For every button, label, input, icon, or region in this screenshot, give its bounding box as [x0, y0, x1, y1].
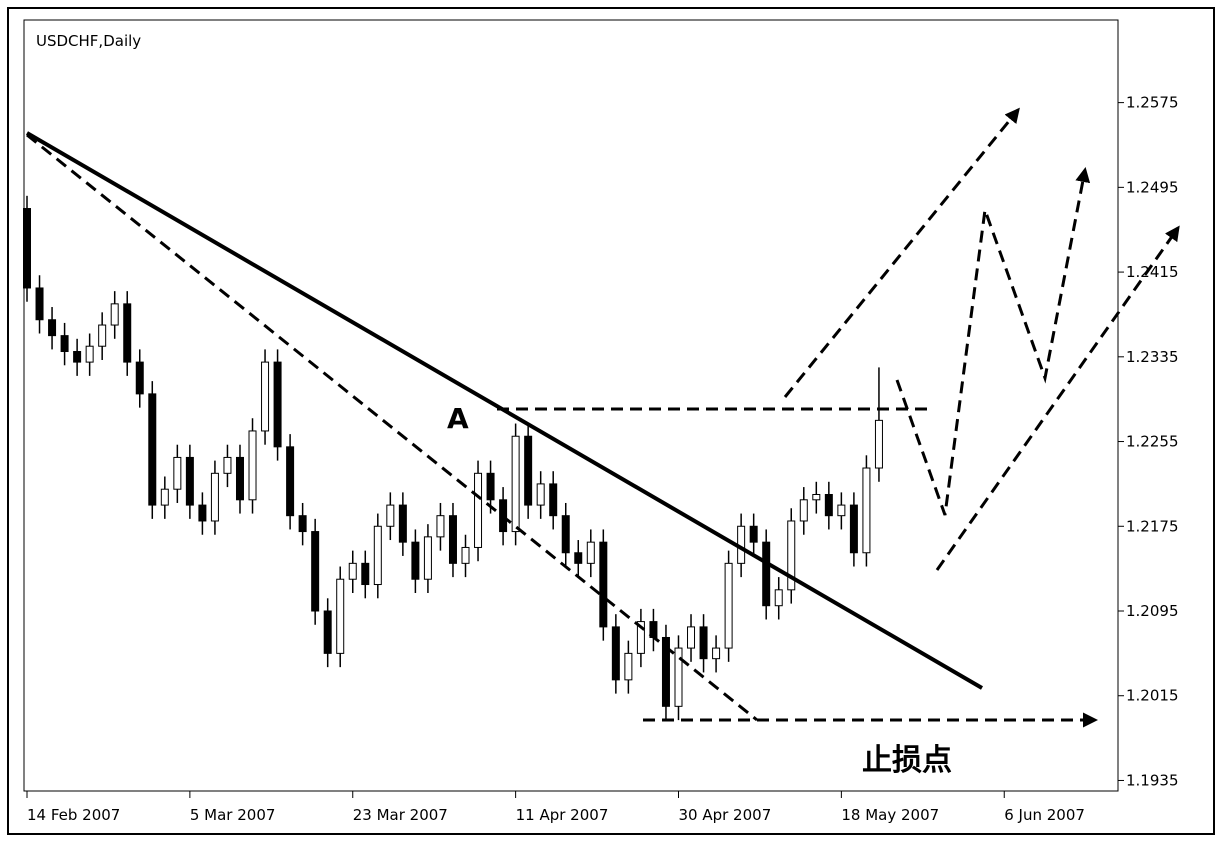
x-tick-label: 23 Mar 2007 — [353, 806, 448, 824]
trend-line-dashed — [26, 133, 758, 722]
candle-body — [574, 552, 583, 564]
candle-body — [874, 419, 883, 469]
candle-body — [286, 446, 295, 517]
candle-body — [398, 504, 407, 543]
chart-title: USDCHF,Daily — [36, 32, 141, 50]
candle-body — [273, 361, 282, 448]
candle-body — [298, 515, 307, 533]
candle-body — [611, 626, 620, 681]
x-tick-label: 18 May 2007 — [841, 806, 939, 824]
candle-body — [624, 652, 633, 681]
x-tick-label: 6 Jun 2007 — [1004, 806, 1085, 824]
candle-body — [586, 541, 595, 564]
y-tick-label: 1.1935 — [1126, 771, 1179, 789]
candle-body — [724, 562, 733, 649]
y-tick-label: 1.2495 — [1126, 178, 1179, 196]
y-tick-label: 1.2255 — [1126, 433, 1179, 451]
candle-body — [361, 562, 370, 586]
candle-body — [198, 504, 207, 522]
candle-body — [486, 472, 495, 501]
x-tick-label: 11 Apr 2007 — [516, 806, 609, 824]
candle-body — [536, 483, 545, 506]
candle-body — [311, 531, 320, 612]
candle-body — [862, 467, 871, 554]
candle-body — [60, 335, 69, 353]
candle-body — [348, 562, 357, 580]
candle-body — [448, 515, 457, 564]
candle-body — [699, 626, 708, 660]
candle-body — [110, 303, 119, 326]
candle-body — [173, 456, 182, 490]
candle-body — [411, 541, 420, 580]
candle-body — [386, 504, 395, 527]
candle-body — [712, 647, 721, 660]
x-tick-label: 30 Apr 2007 — [678, 806, 771, 824]
candle-body — [23, 208, 31, 289]
candle-body — [210, 472, 219, 522]
candle-body — [837, 504, 846, 517]
candle-body — [511, 435, 520, 533]
candle-body — [160, 488, 169, 506]
candle-body — [599, 541, 608, 628]
candle-body — [524, 435, 533, 506]
candle-body — [749, 525, 758, 543]
candle-body — [223, 456, 232, 474]
frame — [7, 7, 1215, 835]
candle-body — [436, 515, 445, 538]
candle-body — [85, 345, 94, 363]
y-tick-label: 1.2015 — [1126, 687, 1179, 705]
candle-body — [148, 393, 157, 506]
candle-body — [261, 361, 270, 432]
candle-body — [235, 456, 244, 501]
candle-body — [812, 493, 821, 501]
candle-body — [674, 647, 683, 707]
drawings — [25, 107, 1180, 728]
y-tick-label: 1.2175 — [1126, 517, 1179, 535]
candle-body — [248, 430, 257, 501]
candle-body — [762, 541, 771, 607]
candle-body — [561, 515, 570, 554]
annotation: A — [447, 402, 469, 435]
candle-body — [787, 520, 796, 591]
y-tick-label: 1.2335 — [1126, 348, 1179, 366]
x-tick-label: 5 Mar 2007 — [190, 806, 276, 824]
plot-area — [23, 19, 1119, 792]
y-tick-label: 1.2095 — [1126, 602, 1179, 620]
candle-body — [48, 319, 57, 337]
candle-body — [774, 589, 783, 607]
candle-body — [824, 493, 833, 517]
candle-body — [849, 504, 858, 554]
candle-body — [661, 636, 670, 707]
candle-body — [423, 536, 432, 580]
candle-body — [373, 525, 382, 586]
candle-body — [336, 578, 345, 654]
arrow — [783, 107, 1020, 398]
candle-body — [636, 621, 645, 654]
candle-body — [135, 361, 144, 395]
candle-body — [98, 324, 107, 347]
candle-body — [549, 483, 558, 517]
candle-body — [474, 472, 483, 548]
candle-body — [73, 351, 82, 363]
candle-body — [687, 626, 696, 649]
candle-body — [323, 610, 332, 654]
candle-body — [35, 287, 44, 321]
arrow — [935, 225, 1180, 571]
candle-body — [799, 499, 808, 522]
candle-body — [185, 456, 194, 506]
annotation: 止损点 — [862, 743, 952, 778]
candle-body — [123, 303, 132, 363]
x-tick-label: 14 Feb 2007 — [27, 806, 120, 824]
candle-body — [461, 546, 470, 564]
arrow — [895, 167, 1091, 516]
y-tick-label: 1.2575 — [1126, 94, 1179, 112]
y-tick-label: 1.2415 — [1126, 263, 1179, 281]
